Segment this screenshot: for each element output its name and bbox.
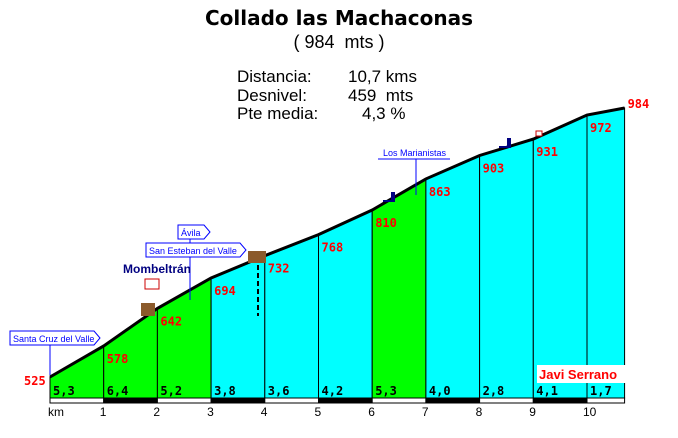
grade-label: 5,3 [375, 384, 397, 398]
elevation-label: 732 [268, 262, 290, 276]
elevation-label: 931 [536, 145, 558, 159]
km-bar-segment [103, 397, 158, 404]
elevation-label: 984 [628, 97, 650, 111]
km-bar-segment [210, 397, 266, 404]
x-tick-label: 5 [315, 405, 322, 419]
author-label: Javi Serrano [539, 367, 617, 382]
km-bar-segment [49, 397, 105, 404]
grade-segment [156, 277, 212, 399]
santa-cruz-sign [9, 330, 101, 346]
grade-segment [210, 254, 266, 399]
stat-value-distance: 10,7 kms [348, 67, 417, 86]
avila-sign [177, 224, 211, 240]
author-box [537, 365, 630, 383]
grade-label: 3,8 [214, 384, 236, 398]
x-tick-label: 9 [529, 405, 536, 419]
elevation-label: 903 [483, 161, 505, 175]
summit-icon [383, 192, 395, 202]
grade-label: 4,0 [429, 384, 451, 398]
stat-value-climb: 459 mts [348, 86, 414, 105]
km-bar-segment [264, 397, 319, 404]
km-bar-segment [586, 397, 626, 404]
km-bar-segment [371, 397, 427, 404]
x-tick-label: 2 [153, 405, 160, 419]
x-tick-label: 3 [207, 405, 214, 419]
mombeltran-label: Mombeltrán [123, 262, 191, 276]
elevation-label: 525 [24, 374, 46, 388]
elevation-label: 810 [375, 216, 397, 230]
stat-label-climb: Desnivel: [237, 86, 307, 105]
stat-label-grade: Pte media: [237, 104, 319, 123]
x-axis-label: km [48, 405, 64, 419]
summit-icon [499, 138, 511, 148]
km-bar-segment [425, 397, 481, 404]
stat-label-distance: Distancia: [237, 67, 312, 86]
tunnel-icon [248, 251, 266, 263]
chart-subtitle: ( 984 mts ) [293, 32, 385, 52]
km-bar-segment [479, 397, 534, 404]
grade-segment [586, 107, 626, 399]
san-esteban-label: San Esteban del Valle [149, 246, 237, 256]
x-tick-label: 6 [368, 405, 375, 419]
grade-segment [479, 138, 534, 399]
grade-label: 3,6 [268, 384, 290, 398]
km-bar-segment [532, 397, 588, 404]
elevation-label: 642 [160, 314, 182, 328]
grade-label: 1,7 [590, 384, 612, 398]
avila-label: Ávila [181, 228, 201, 238]
x-tick-label: 1 [100, 405, 107, 419]
grade-label: 4,1 [536, 384, 558, 398]
elevation-label: 578 [107, 352, 129, 366]
grade-label: 5,2 [160, 384, 182, 398]
village-icon [144, 278, 160, 290]
km-bar-segment [156, 397, 212, 404]
grade-label: 5,3 [53, 384, 75, 398]
san-esteban-sign [145, 242, 247, 258]
km-bar-segment [318, 397, 373, 404]
grade-segment [318, 209, 373, 399]
elevation-label: 863 [429, 185, 451, 199]
x-tick-label: 7 [422, 405, 429, 419]
grade-segment [371, 178, 427, 399]
grade-label: 2,8 [483, 384, 505, 398]
marianistas-label: Los Marianistas [383, 148, 447, 158]
grade-label: 4,2 [322, 384, 344, 398]
santa-cruz-label: Santa Cruz del Valle [13, 334, 94, 344]
stat-value-grade: 4,3 % [362, 104, 406, 123]
elevation-label: 768 [322, 241, 344, 255]
x-tick-label: 4 [261, 405, 268, 419]
elevation-label: 694 [214, 284, 236, 298]
chapel-icon [535, 130, 543, 137]
x-tick-label: 10 [583, 405, 597, 419]
x-tick-label: 8 [476, 405, 483, 419]
grade-label: 6,4 [107, 384, 129, 398]
grade-segment [264, 233, 319, 399]
elevation-label: 972 [590, 121, 612, 135]
castle-icon [141, 303, 155, 316]
chart-title: Collado las Machaconas [204, 6, 474, 30]
